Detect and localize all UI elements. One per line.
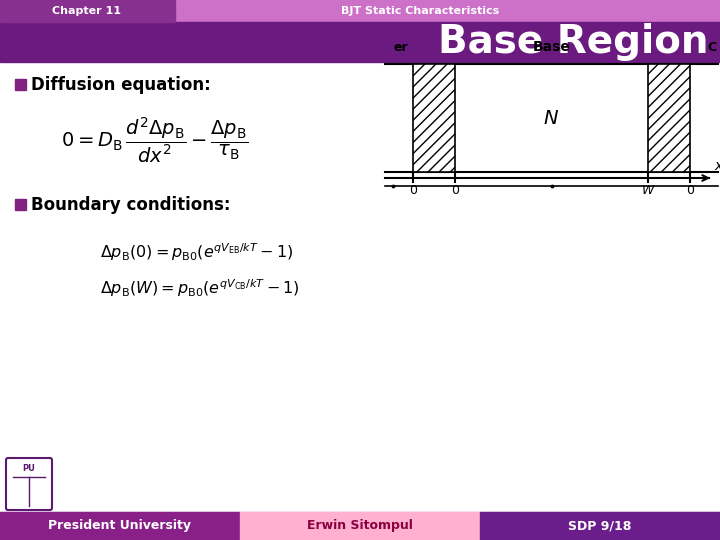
Text: 0: 0 [686, 184, 694, 197]
Text: C: C [707, 41, 716, 54]
Text: $\Delta p_{\mathrm{B}}(W) = p_{\mathrm{B0}}(e^{qV_{\mathrm{CB}}/kT} - 1)$: $\Delta p_{\mathrm{B}}(W) = p_{\mathrm{B… [100, 277, 300, 299]
Text: $\Delta p_{\mathrm{B}}(0) = p_{\mathrm{B0}}(e^{qV_{\mathrm{EB}}/kT} - 1)$: $\Delta p_{\mathrm{B}}(0) = p_{\mathrm{B… [100, 241, 294, 263]
Bar [0, 55, 720, 510]
Text: er: er [393, 41, 408, 54]
Bar [15, 199, 26, 210]
Bar [480, 512, 720, 540]
Text: Diffusion equation:: Diffusion equation: [31, 76, 211, 93]
Bar [0, 22, 720, 62]
Bar [15, 79, 26, 90]
Text: Chapter 11: Chapter 11 [53, 6, 122, 16]
Text: 0: 0 [451, 184, 459, 197]
Text: SDP 9/18: SDP 9/18 [568, 519, 631, 532]
Bar [0, 0, 720, 22]
Text: Base Region: Base Region [438, 23, 708, 61]
FancyBboxPatch shape [6, 458, 52, 510]
Text: Boundary conditions:: Boundary conditions: [31, 195, 230, 213]
Text: $N$: $N$ [544, 109, 559, 127]
Text: President University: President University [48, 519, 192, 532]
Bar [0, 0, 175, 22]
Bar [0, 512, 240, 540]
Bar [648, 64, 690, 172]
Text: Base: Base [533, 40, 570, 54]
Text: Erwin Sitompul: Erwin Sitompul [307, 519, 413, 532]
Text: W: W [642, 184, 654, 197]
Bar [240, 512, 480, 540]
Text: $0 = D_{\mathrm{B}}\,\dfrac{d^2\Delta p_{\mathrm{B}}}{dx^2} - \dfrac{\Delta p_{\: $0 = D_{\mathrm{B}}\,\dfrac{d^2\Delta p_… [61, 115, 248, 165]
Bar [413, 64, 455, 172]
Text: BJT Static Characteristics: BJT Static Characteristics [341, 6, 499, 16]
Text: PU: PU [22, 464, 35, 473]
Text: 0: 0 [409, 184, 417, 197]
Text: $x$: $x$ [714, 159, 720, 173]
